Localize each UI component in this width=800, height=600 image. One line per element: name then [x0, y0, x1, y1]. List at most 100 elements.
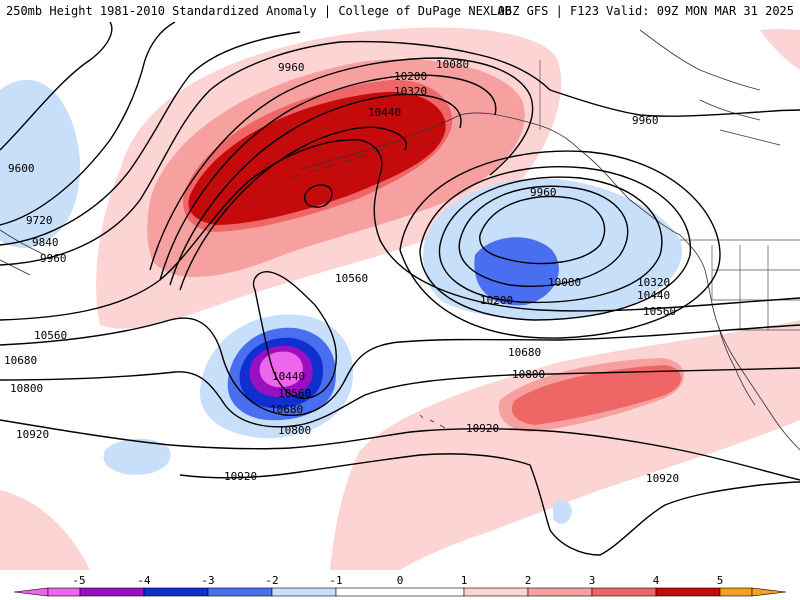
- anomaly-minus1-southeast: [553, 500, 572, 524]
- contour-10440-north: [179, 126, 407, 291]
- contour-9840: [0, 31, 301, 246]
- contour-9960-low: [479, 195, 606, 265]
- contour-10560-trough: [252, 271, 337, 399]
- contour-label: 10800: [278, 424, 311, 437]
- contour-10920-south: [179, 453, 800, 556]
- colorbar-swatch-p2: [527, 587, 593, 597]
- colorbar-tick-label: 1: [461, 574, 468, 587]
- contour-label: 10440: [272, 370, 305, 383]
- contour-label: 10200: [480, 294, 513, 307]
- contour-label: 10560: [335, 272, 368, 285]
- colorbar-ticks: -5 -4 -3 -2 -1 0 1 2 3 4 5: [72, 574, 723, 587]
- contour-10320-low: [419, 166, 692, 321]
- colorbar-swatch-m5-body: [47, 587, 81, 597]
- contour-label: 10560: [278, 387, 311, 400]
- us-state-borders: [711, 245, 800, 330]
- aleutian-chain: [289, 149, 383, 179]
- contour-label: 9840: [32, 236, 59, 249]
- contour-label: 10920: [16, 428, 49, 441]
- positive-anomaly-shading: [0, 27, 800, 570]
- contour-9960-west: [0, 40, 551, 266]
- contour-label: 9720: [26, 214, 53, 227]
- contour-10080-low: [458, 185, 629, 287]
- colorbar-tick-label: -5: [72, 574, 85, 587]
- colorbar-tick-label: -1: [329, 574, 342, 587]
- contour-10800: [0, 367, 800, 428]
- contour-10440-east: [399, 150, 721, 339]
- anomaly-minus1-south: [103, 438, 171, 475]
- contour-labels: 9960 10080 10200 10320 10440 9960 9600 9…: [4, 58, 679, 485]
- coastlines: [0, 29, 800, 451]
- west-coast: [679, 234, 800, 451]
- contour-label: 10920: [224, 470, 257, 483]
- contour-label: 10560: [643, 305, 676, 318]
- colorbar-tick-label: 4: [653, 574, 660, 587]
- contour-label: 9960: [40, 252, 67, 265]
- contour-label: 10680: [270, 403, 303, 416]
- colorbar-tick-label: 0: [397, 574, 404, 587]
- contour-label: 10920: [466, 422, 499, 435]
- contour-label: 10560: [34, 329, 67, 342]
- contour-label: 10080: [436, 58, 469, 71]
- colorbar-swatch-m3: [143, 587, 209, 597]
- header-title: 250mb Height 1981-2010 Standardized Anom…: [6, 4, 512, 18]
- contour-label: 10320: [394, 85, 427, 98]
- colorbar-swatch-m1: [271, 587, 337, 597]
- anomaly-plus1-southwest: [0, 490, 90, 570]
- anomaly-plus3-south: [511, 365, 682, 425]
- colorbar-swatch-zero: [335, 587, 465, 597]
- colorbar-swatch-p4: [655, 587, 721, 597]
- anomaly-plus1-south: [330, 320, 800, 570]
- contour-label: 10440: [368, 106, 401, 119]
- contour-label: 10320: [637, 276, 670, 289]
- contour-10680: [0, 317, 800, 416]
- anomaly-minus1-northwest: [0, 79, 81, 248]
- contour-label: 10680: [4, 354, 37, 367]
- contour-label: 10080: [548, 276, 581, 289]
- colorbar-tick-label: -3: [201, 574, 214, 587]
- colorbar-swatch-m5: [13, 587, 49, 597]
- contour-10320-north: [169, 93, 462, 286]
- anomaly-plus1-hawaii: [493, 459, 541, 494]
- colorbar-swatch-p1: [463, 587, 529, 597]
- contour-label: 9960: [278, 61, 305, 74]
- negative-anomaly-shading: [0, 79, 682, 524]
- colorbar-tick-label: 5: [717, 574, 724, 587]
- contour-10560-main: [0, 139, 800, 321]
- contour-label: 9600: [8, 162, 35, 175]
- colorbar-swatch-m2: [207, 587, 273, 597]
- contour-10200-low: [438, 176, 663, 304]
- contour-label: 10800: [10, 382, 43, 395]
- colorbar-swatches: [13, 587, 787, 597]
- colorbar-tick-label: -2: [265, 574, 278, 587]
- anomaly-plus1-northeast: [760, 29, 800, 70]
- colorbar-swatch-p5: [751, 587, 787, 597]
- contour-label: 10680: [508, 346, 541, 359]
- contour-label: 9960: [632, 114, 659, 127]
- colorbar-swatch-m4: [79, 587, 145, 597]
- colorbar-tick-label: 3: [589, 574, 596, 587]
- contour-10440-ring: [303, 184, 333, 208]
- contour-label: 10200: [394, 70, 427, 83]
- anomaly-plus4-core: [188, 91, 446, 225]
- contour-label: 10920: [646, 472, 679, 485]
- baja-coast: [717, 324, 756, 406]
- header-bar: 250mb Height 1981-2010 Standardized Anom…: [0, 0, 800, 22]
- anomaly-minus2-east-pacific: [474, 237, 559, 306]
- colorbar-tick-label: 2: [525, 574, 532, 587]
- contour-10200-north: [159, 74, 497, 281]
- anomaly-map: 9960 10080 10200 10320 10440 9960 9600 9…: [0, 22, 800, 570]
- height-contours: [0, 22, 800, 556]
- colorbar: -5 -4 -3 -2 -1 0 1 2 3 4 5: [13, 574, 787, 597]
- asia-coast: [0, 229, 46, 276]
- contour-9600: [0, 22, 113, 151]
- alaska-coast: [299, 112, 681, 236]
- contour-9720: [0, 22, 176, 226]
- contour-label: 9960: [530, 186, 557, 199]
- contour-10080-north: [149, 57, 534, 271]
- colorbar-swatch-p3: [591, 587, 657, 597]
- contour-10920-north: [0, 419, 800, 481]
- hawaii-islands: [419, 414, 446, 429]
- contour-label: 10800: [512, 368, 545, 381]
